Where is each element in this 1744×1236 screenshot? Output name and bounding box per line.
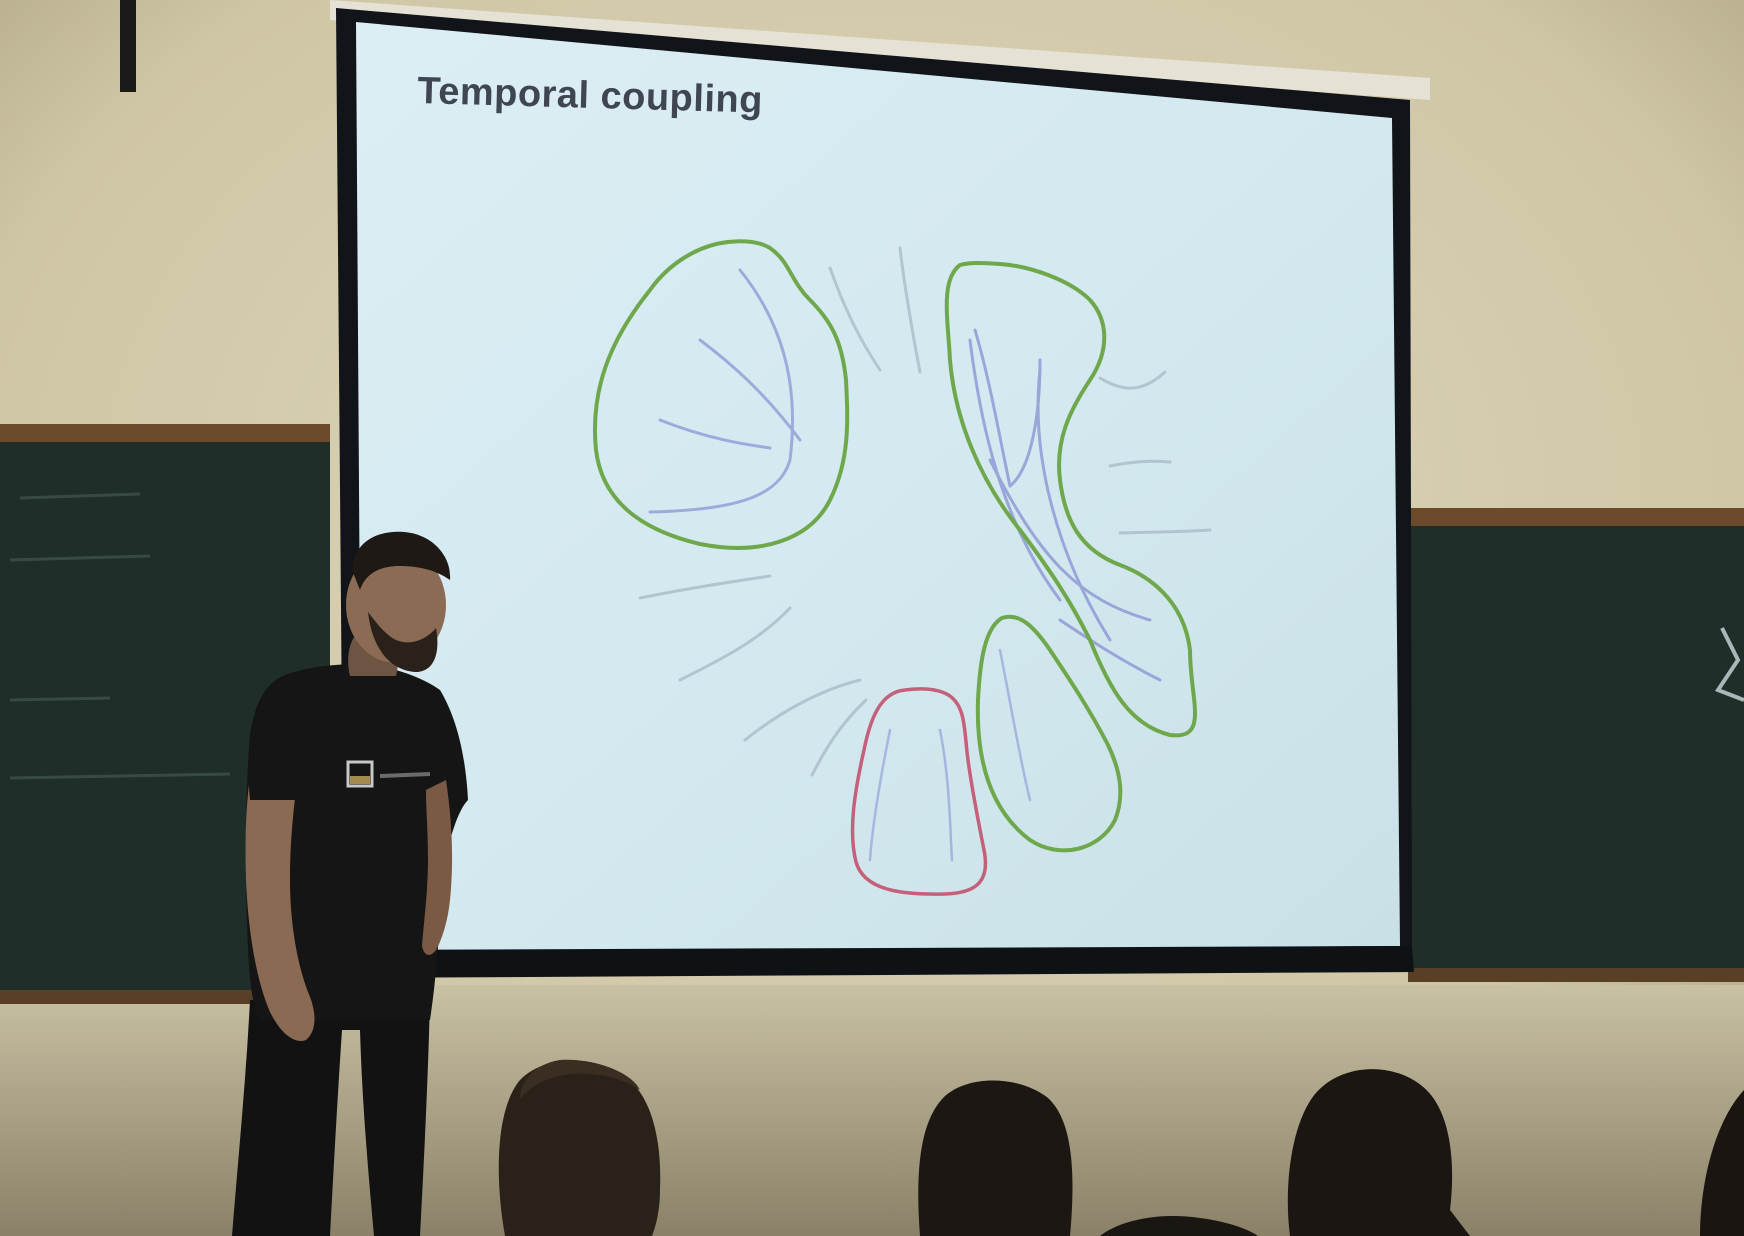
gray-coupling-lines: [638, 246, 1212, 777]
right-chalkboard: [1408, 508, 1744, 982]
audience-head-1: [498, 1060, 661, 1236]
projector-screen: [356, 22, 1400, 952]
audience-head-3: [1100, 1216, 1258, 1236]
audience-head-5: [1700, 1090, 1744, 1236]
presenter: [232, 531, 468, 1236]
blue-lines-right-shape: [968, 328, 1162, 682]
square-logo-icon: [346, 760, 374, 788]
blue-lines-lower-shapes: [868, 648, 1032, 862]
wall-hook: [120, 0, 136, 92]
audience-head-4: [1287, 1069, 1470, 1236]
blue-lines-left-shape: [648, 268, 802, 514]
slide-diagram: [593, 239, 1212, 896]
screen-bottom-bar: [344, 946, 1414, 978]
green-shape-right-tall: [944, 261, 1197, 738]
green-shape-left: [593, 239, 850, 550]
audience: [498, 1059, 1744, 1236]
audience-head-2: [918, 1080, 1073, 1236]
green-shape-bottom: [975, 614, 1123, 853]
screen-casing: [330, 0, 1430, 100]
red-shape: [850, 687, 988, 896]
